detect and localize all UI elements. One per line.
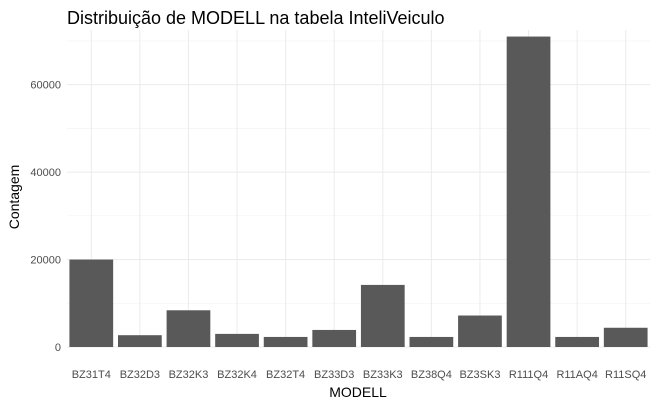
x-axis-title: MODELL bbox=[329, 384, 387, 400]
bar-r11aq4 bbox=[555, 336, 599, 347]
bars bbox=[69, 36, 648, 347]
grid-lines bbox=[67, 30, 650, 348]
x-tick-label: BZ31T4 bbox=[72, 369, 111, 381]
x-tick-label: R111Q4 bbox=[509, 369, 548, 381]
y-tick-label: 20000 bbox=[30, 255, 61, 267]
x-tick-label: R11AQ4 bbox=[556, 369, 597, 381]
chart-title: Distribuição de MODELL na tabela InteliV… bbox=[67, 8, 445, 28]
y-tick-label: 0 bbox=[55, 342, 61, 354]
y-tick-label: 40000 bbox=[30, 167, 61, 179]
bar-bz38q4 bbox=[409, 336, 454, 347]
bar-bz32t4 bbox=[263, 336, 308, 347]
bar-bz32d3 bbox=[118, 335, 162, 347]
x-tick-label: BZ32D3 bbox=[120, 369, 160, 381]
x-tick-label: BZ38Q4 bbox=[411, 369, 452, 381]
bar-bz31t4 bbox=[69, 259, 114, 347]
bar-bz32k4 bbox=[215, 333, 259, 347]
x-axis-tick-labels: BZ31T4 BZ32D3 BZ32K3 BZ32K4 BZ32T4 BZ33D3 BZ33… bbox=[72, 369, 647, 381]
x-tick-label: BZ3SK3 bbox=[459, 369, 500, 381]
x-tick-label: BZ32K3 bbox=[169, 369, 209, 381]
x-tick-label: R11SQ4 bbox=[605, 369, 646, 381]
x-tick-label: BZ33D3 bbox=[314, 369, 354, 381]
bar-r111q4 bbox=[506, 36, 551, 347]
bar-bz33k3 bbox=[360, 284, 405, 347]
bar-r11sq4 bbox=[603, 327, 648, 347]
y-tick-label: 60000 bbox=[30, 80, 61, 92]
x-tick-label: BZ32T4 bbox=[266, 369, 305, 381]
bar-bz33d3 bbox=[312, 329, 357, 347]
bar-bz32k3 bbox=[166, 310, 211, 347]
bar-bz3sk3 bbox=[458, 315, 502, 347]
y-axis-tick-labels: 0 20000 40000 60000 bbox=[30, 80, 61, 354]
y-axis-title: Contagem bbox=[6, 165, 22, 230]
x-tick-label: BZ32K4 bbox=[217, 369, 257, 381]
x-tick-label: BZ33K3 bbox=[363, 369, 403, 381]
